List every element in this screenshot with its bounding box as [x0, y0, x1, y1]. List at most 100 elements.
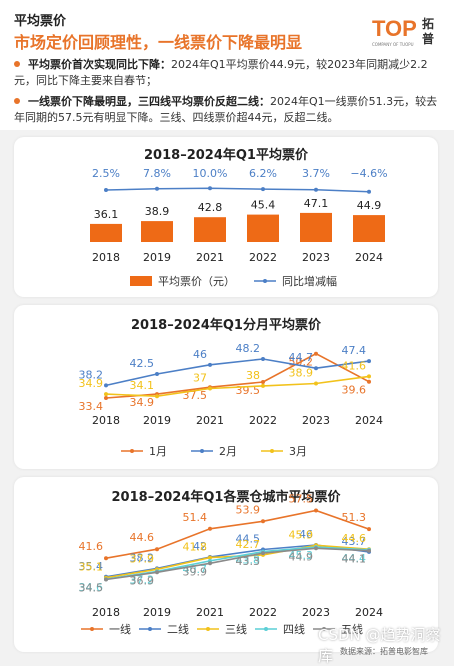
data-label: 42 [193, 540, 207, 553]
legend-label: 同比增减幅 [282, 274, 337, 288]
line-point [314, 187, 318, 192]
bar-value-label: 36.1 [94, 208, 119, 221]
line-point [314, 508, 318, 513]
chart-card-city-tier: 2018–2024年Q1各票仓城市平均票价 41.6 44.6 51.4 53.9 57.… [14, 477, 438, 652]
x-tick-label: 2019 [143, 251, 171, 264]
line-point [261, 187, 265, 192]
series-line [105, 547, 370, 581]
legend-label: 三线 [225, 622, 247, 636]
x-tick-label: 2021 [196, 414, 224, 427]
data-label: 53.9 [236, 503, 261, 516]
line-point [104, 392, 108, 397]
x-tick-label: 2018 [92, 606, 120, 619]
data-label: 34.9 [130, 396, 155, 409]
line-point [314, 546, 318, 551]
data-source: 数据来源：拓普电影智库 [340, 647, 428, 656]
line-point [104, 556, 108, 561]
line-value-label: 6.2% [249, 167, 277, 180]
line-point [208, 555, 212, 560]
line-value-label: 7.8% [143, 167, 171, 180]
x-tick-label: 2024 [355, 414, 383, 427]
legend-label: 1月 [149, 445, 167, 458]
line-point [261, 519, 265, 524]
bullet-2: 一线票价下降最明显，三四线平均票价反超二线：2024年Q1一线票价51.3元，较… [14, 94, 439, 126]
data-label: 44.7 [289, 351, 314, 364]
data-label: 34.1 [130, 379, 155, 392]
data-label: 43.7 [342, 535, 367, 548]
line-point [208, 186, 212, 191]
line-point [367, 359, 371, 364]
x-tick-label: 2018 [92, 414, 120, 427]
line-point [104, 577, 108, 582]
legend-point [200, 449, 204, 453]
legend-label: 3月 [289, 445, 307, 458]
data-label: 34.5 [79, 582, 104, 595]
bar [90, 223, 122, 242]
bar [247, 214, 279, 242]
data-label: 42.5 [130, 357, 155, 370]
bar [353, 215, 385, 242]
x-tick-label: 2022 [249, 251, 277, 264]
chart-title: 2018–2024年Q1分月平均票价 [131, 317, 322, 333]
data-label: 41.6 [79, 540, 104, 553]
bullet-dot-icon [14, 98, 20, 104]
data-label: 39.6 [342, 384, 367, 397]
bar-value-label: 44.9 [357, 199, 382, 212]
bar-value-label: 42.8 [198, 201, 223, 214]
logo-sub: COMPANY OF TUOPU [372, 42, 414, 47]
data-label: 37.9 [130, 552, 155, 565]
bar [300, 212, 332, 242]
x-tick-label: 2019 [143, 606, 171, 619]
data-label: 36.9 [130, 574, 155, 587]
data-label: 39.9 [183, 565, 208, 578]
city-tier-price-chart: 2018–2024年Q1各票仓城市平均票价 41.6 44.6 51.4 53.9 57.… [79, 489, 384, 636]
line-point [104, 188, 108, 192]
line-point [261, 551, 265, 556]
line-value-label: 3.7% [302, 167, 330, 180]
data-label: 37 [193, 372, 207, 385]
legend-point [264, 627, 268, 631]
page-headline: 市场定价回顾理性，一线票价下降最明显 [14, 33, 303, 52]
line-point [314, 351, 318, 356]
avg-price-chart: 2018–2024年Q1平均票价 36.1 2018 38.9 2019 42.8 2021… [90, 147, 388, 288]
data-label: 44.6 [130, 531, 155, 544]
line-point [367, 374, 371, 379]
data-label: 47.4 [342, 344, 367, 357]
line-point [367, 379, 371, 384]
section-label: 平均票价 [14, 14, 67, 29]
x-tick-label: 2022 [249, 606, 277, 619]
line-point [155, 394, 159, 399]
x-tick-label: 2023 [302, 414, 330, 427]
x-tick-label: 2022 [249, 414, 277, 427]
legend-label: 平均票价（元） [158, 275, 235, 288]
x-tick-label: 2023 [302, 251, 330, 264]
bullet-dot-icon [14, 61, 20, 67]
legend-label: 一线 [109, 622, 131, 636]
line-point [155, 186, 159, 191]
x-tick-label: 2023 [302, 606, 330, 619]
data-label: 34.9 [79, 377, 104, 390]
line-point [155, 372, 159, 377]
bullet-1-text: 2024年Q1平均票价44.9元，较2023年同期减少2.2元，同比下降主要来自… [14, 58, 428, 87]
bar-value-label: 38.9 [145, 205, 170, 218]
data-label: 50.2 [289, 356, 314, 369]
data-label: 34.6 [79, 581, 104, 594]
data-label: 38.2 [79, 368, 104, 381]
line-point [208, 561, 212, 566]
bar [141, 221, 173, 242]
line-point [314, 366, 318, 371]
legend-point [270, 449, 274, 453]
line-value-label: −4.6% [350, 167, 387, 180]
data-label: 43.3 [236, 555, 261, 568]
line-point [104, 396, 108, 401]
bar-value-label: 45.4 [251, 199, 276, 212]
legend-label: 二线 [167, 622, 189, 636]
logo-cn-bottom: 普 [422, 31, 434, 46]
x-tick-label: 2021 [196, 606, 224, 619]
data-label: 46 [193, 348, 207, 361]
header-panel: 平均票价 市场定价回顾理性，一线票价下降最明显 TOP 拓 普 COMPANY … [0, 0, 454, 130]
legend-label: 2月 [219, 445, 237, 458]
bullet-2-lead: 一线票价下降最明显，三四线平均票价反超二线： [28, 95, 270, 108]
data-label: 44.4 [342, 552, 367, 565]
